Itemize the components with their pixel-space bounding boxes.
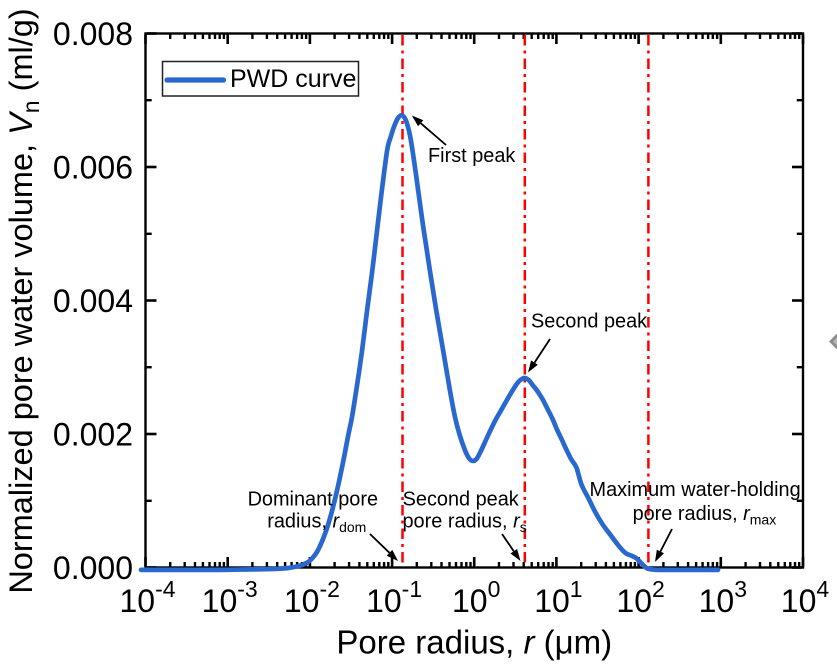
svg-text:Normalized pore water volume,: Normalized pore water volume, Vn (ml/g) bbox=[3, 8, 44, 593]
svg-text:0.002: 0.002 bbox=[53, 417, 133, 453]
svg-text:pore radius, rs: pore radius, rs bbox=[402, 511, 526, 536]
svg-text:0.008: 0.008 bbox=[53, 16, 133, 52]
svg-text:0.006: 0.006 bbox=[53, 150, 133, 186]
svg-text:0.000: 0.000 bbox=[53, 550, 133, 586]
svg-text:First peak: First peak bbox=[428, 145, 515, 167]
svg-text:PWD curve: PWD curve bbox=[230, 65, 356, 93]
svg-text:Second peak: Second peak bbox=[403, 488, 519, 510]
svg-text:Maximum water-holding: Maximum water-holding bbox=[590, 479, 801, 501]
svg-text:Dominant pore: Dominant pore bbox=[248, 488, 378, 510]
svg-text:Second peak: Second peak bbox=[531, 311, 647, 333]
svg-text:Pore radius, r (μm): Pore radius, r (μm) bbox=[336, 624, 612, 661]
svg-text:0.004: 0.004 bbox=[53, 283, 133, 319]
